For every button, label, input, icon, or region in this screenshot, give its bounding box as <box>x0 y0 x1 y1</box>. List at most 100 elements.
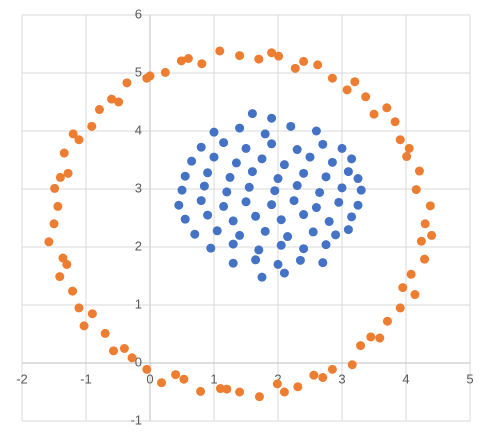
point <box>279 160 289 170</box>
point <box>350 77 360 87</box>
point <box>289 196 299 206</box>
point <box>196 196 206 206</box>
point <box>279 387 289 397</box>
y-tick-label: 0 <box>135 354 142 369</box>
point <box>206 243 216 253</box>
point <box>406 269 416 279</box>
point <box>343 225 353 235</box>
point <box>337 143 347 153</box>
point <box>308 227 318 237</box>
y-tick-label: 6 <box>135 6 142 21</box>
point <box>251 211 261 221</box>
y-tick-label: 4 <box>135 122 142 137</box>
point <box>315 187 325 197</box>
point <box>157 378 167 388</box>
point <box>257 272 267 282</box>
point <box>212 226 222 236</box>
point <box>309 370 319 380</box>
point <box>267 48 277 58</box>
point <box>196 142 206 152</box>
point <box>114 97 124 107</box>
point <box>356 185 366 195</box>
point <box>416 236 426 246</box>
point <box>183 54 193 63</box>
point <box>382 316 392 326</box>
point <box>398 283 408 293</box>
y-tick-label: 5 <box>135 64 142 79</box>
y-tick-label: 3 <box>135 180 142 195</box>
point <box>244 182 254 192</box>
point <box>160 67 170 77</box>
point <box>174 200 184 210</box>
x-tick-label: -2 <box>16 371 28 386</box>
x-tick-label: 3 <box>338 371 345 386</box>
point <box>331 230 341 240</box>
point <box>247 167 257 177</box>
point <box>228 258 238 268</box>
point <box>410 290 420 300</box>
point <box>404 143 414 153</box>
point <box>356 341 366 351</box>
point <box>222 384 232 394</box>
point <box>49 219 59 229</box>
point <box>228 216 238 226</box>
point <box>337 183 347 193</box>
point <box>295 255 305 265</box>
point <box>142 364 152 374</box>
point <box>231 158 241 168</box>
point <box>395 135 405 145</box>
point <box>327 364 337 374</box>
point <box>299 56 309 66</box>
point <box>321 240 331 250</box>
point <box>276 215 286 225</box>
point <box>366 332 376 342</box>
point <box>122 78 132 88</box>
point <box>260 129 270 139</box>
point <box>305 152 315 162</box>
point <box>299 244 309 254</box>
point <box>109 346 119 356</box>
point <box>267 200 277 210</box>
point <box>235 51 245 61</box>
point <box>313 60 323 70</box>
point <box>209 127 219 137</box>
point <box>87 121 97 131</box>
point <box>414 166 424 176</box>
x-tick-label: 1 <box>210 371 217 386</box>
point <box>62 259 72 269</box>
point <box>187 156 197 166</box>
point <box>107 94 117 104</box>
point <box>425 201 435 211</box>
point <box>327 157 337 167</box>
point <box>94 105 104 115</box>
point <box>290 63 300 73</box>
point <box>293 382 303 392</box>
point <box>55 272 65 282</box>
point <box>272 379 282 389</box>
point <box>334 197 344 207</box>
point <box>353 174 363 184</box>
point <box>145 71 155 81</box>
point <box>427 230 437 240</box>
point <box>53 201 63 211</box>
point <box>63 168 73 178</box>
point <box>59 148 69 158</box>
y-tick-label: 1 <box>135 296 142 311</box>
point <box>119 344 129 353</box>
point <box>225 172 235 182</box>
x-tick-label: 5 <box>466 371 473 386</box>
point <box>390 117 400 127</box>
point <box>74 135 84 145</box>
point <box>235 230 245 240</box>
point <box>267 139 277 149</box>
point <box>50 183 60 193</box>
point <box>361 92 371 102</box>
point <box>286 121 296 131</box>
point <box>100 328 110 338</box>
point <box>179 374 189 384</box>
point <box>299 168 309 178</box>
point <box>342 85 352 95</box>
point <box>318 139 328 149</box>
point <box>343 167 353 177</box>
point <box>318 258 328 268</box>
